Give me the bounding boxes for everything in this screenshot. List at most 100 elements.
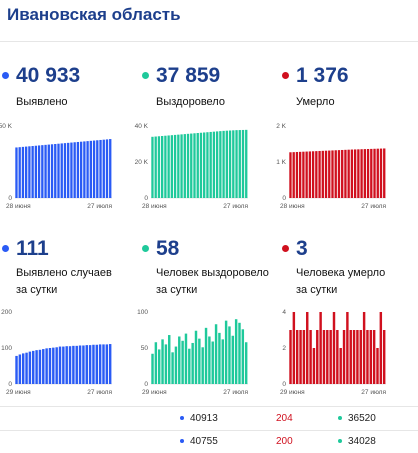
chart-bar <box>186 133 190 198</box>
bullet-dot <box>338 439 342 444</box>
y-tick-label: 0 <box>282 381 286 388</box>
chart-bar <box>324 150 328 198</box>
chart-bar <box>326 330 329 384</box>
chart-bar <box>151 136 154 198</box>
chart-bar <box>245 129 248 198</box>
chart-bar <box>199 132 203 198</box>
stat-value: 37 859 <box>156 64 221 87</box>
chart-bar <box>311 151 315 198</box>
chart-bar <box>196 133 199 198</box>
chart-bar <box>164 344 168 384</box>
chart-bar <box>322 330 326 384</box>
chart-bar <box>203 132 206 198</box>
x-tick-end: 27 июля <box>87 203 112 210</box>
chart-daily-detected: 200 100 0 29 июня 27 июля <box>0 308 124 404</box>
chart-bar <box>299 151 302 198</box>
x-tick-end: 27 июля <box>361 203 386 210</box>
chart-bar <box>58 346 62 384</box>
top-divider <box>0 41 418 42</box>
chart-bar <box>54 144 57 198</box>
chart-bar <box>315 151 318 198</box>
chart-bar <box>161 135 164 198</box>
chart-bar <box>161 339 164 384</box>
table-cell-deaths: 204 <box>276 413 293 424</box>
chart-bar <box>164 135 167 198</box>
chart-bar <box>352 330 356 384</box>
chart-bar <box>21 353 25 384</box>
chart-bar <box>206 132 209 198</box>
chart-bar <box>329 330 332 384</box>
chart-bar <box>28 351 32 384</box>
chart-bar <box>57 143 60 198</box>
chart-bar <box>184 333 188 384</box>
chart-bar <box>109 139 112 198</box>
y-tick-label: 200 <box>1 309 12 316</box>
chart-bar <box>344 149 347 198</box>
table-cell-recovered: 34028 <box>338 436 376 447</box>
chart-bar <box>157 349 161 384</box>
stat-card-daily-died: 3 Человека умерло за сутки <box>280 233 410 413</box>
stat-card-daily-detected: 111 Выявлено случаев за сутки <box>0 233 130 413</box>
chart-bar <box>308 151 312 198</box>
chart-bar <box>82 345 85 384</box>
chart-bar <box>157 136 161 198</box>
chart-bar <box>96 140 99 198</box>
chart-bar <box>342 330 346 384</box>
chart-bar <box>292 152 295 198</box>
chart-bar <box>231 335 235 384</box>
x-tick-end: 27 июля <box>223 389 248 396</box>
chart-bar <box>219 131 222 198</box>
chart-bar <box>312 348 316 384</box>
chart-bar <box>47 144 50 198</box>
chart-daily-died: 4 2 0 29 июня 27 июля <box>274 308 398 404</box>
x-tick-start: 28 июня <box>142 203 167 210</box>
chart-bar <box>357 149 360 198</box>
y-tick-label: 0 <box>8 381 12 388</box>
chart-bar <box>181 340 184 384</box>
chart-bar <box>173 134 177 198</box>
y-tick-label: 50 <box>141 345 149 352</box>
stat-label: Выявлено случаев за сутки <box>16 267 112 296</box>
chart-bar <box>42 349 45 384</box>
chart-bar <box>382 330 386 384</box>
chart-bar <box>190 133 193 198</box>
chart-bar <box>222 130 225 198</box>
y-tick-label: 40 K <box>135 123 149 130</box>
chart-bar <box>316 330 319 384</box>
chart-bar <box>67 142 70 198</box>
chart-bar <box>102 139 105 198</box>
chart-daily-recovered: 100 50 0 29 июня 27 июля <box>136 308 260 404</box>
stat-label: Выявлено <box>16 96 68 108</box>
chart-bar <box>289 330 292 384</box>
chart-bar <box>52 347 55 384</box>
chart-bar <box>238 322 241 384</box>
chart-total-died: 2 K 1 K 0 28 июня 27 июля <box>274 122 398 218</box>
chart-bar <box>18 354 22 384</box>
chart-bar <box>177 134 180 198</box>
chart-bar <box>41 145 44 198</box>
chart-bar <box>102 344 105 384</box>
chart-bar <box>62 346 65 384</box>
chart-bar <box>218 332 221 384</box>
chart-bar <box>215 131 219 198</box>
chart-bar <box>376 148 379 198</box>
table-divider <box>0 430 418 431</box>
chart-bar <box>95 344 99 384</box>
chart-bar <box>334 150 337 198</box>
stat-label: Выздоровело <box>156 96 225 108</box>
chart-bar <box>211 341 214 384</box>
bullet-dot <box>180 416 184 421</box>
chart-bar <box>60 143 63 198</box>
chart-bar <box>105 139 109 198</box>
y-tick-label: 0 <box>144 381 148 388</box>
stat-label: Человек выздоровело за сутки <box>156 267 269 296</box>
stat-label: Умерло <box>296 96 335 108</box>
chart-bar <box>204 327 208 384</box>
x-tick-end: 27 июля <box>223 203 248 210</box>
table-cell-detected: 40913 <box>180 413 218 424</box>
chart-bar <box>73 142 76 198</box>
chart-bar <box>299 330 302 384</box>
stat-value: 1 376 <box>296 64 349 87</box>
chart-bar <box>108 344 112 384</box>
chart-bar <box>151 353 154 384</box>
